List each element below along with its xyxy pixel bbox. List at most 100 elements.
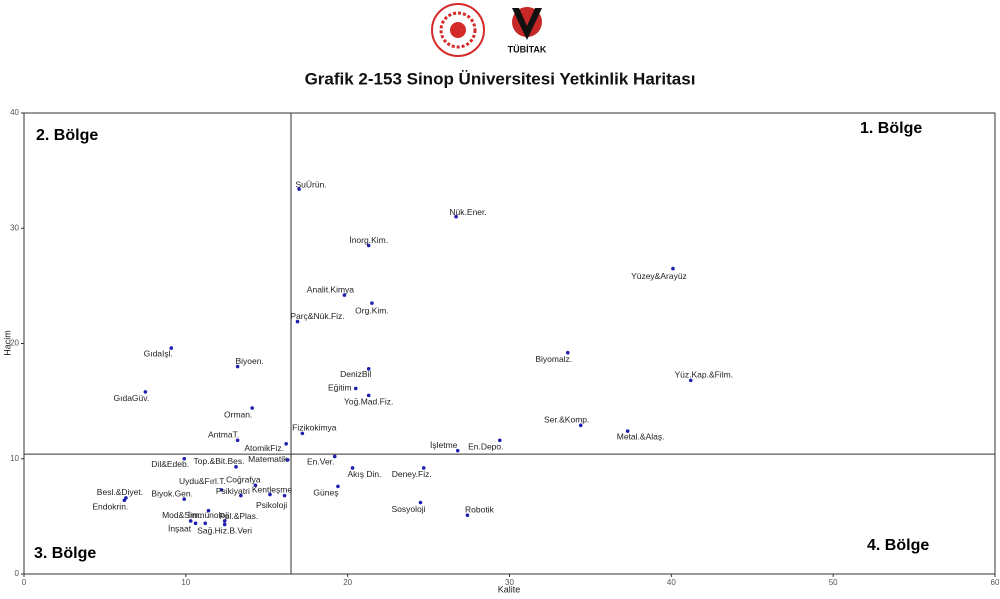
logo-ministry (431, 3, 485, 57)
x-tick-label: 10 (181, 578, 190, 587)
point (122, 498, 127, 503)
point (353, 386, 358, 391)
point (295, 319, 300, 324)
point-label: AntmaT. (208, 430, 239, 440)
point (336, 484, 340, 489)
y-axis-label: Hacim (2, 330, 12, 356)
point-label: Besl.&Diyet. (97, 487, 143, 497)
point-label: Biyoen. (235, 356, 263, 366)
point (497, 438, 502, 443)
point-label: Dil&Edeb. (151, 459, 189, 469)
point-label: Biyomalz. (535, 354, 572, 364)
point-label: İnşaat (168, 524, 192, 534)
point-label: DenizBil (340, 369, 371, 379)
point (688, 378, 693, 383)
x-tick-label: 20 (343, 578, 352, 587)
point-label: Pol.&Plas. (219, 511, 258, 521)
point-label: AtomikFiz. (244, 443, 284, 453)
point (454, 214, 458, 219)
point (234, 465, 238, 469)
point (203, 521, 208, 526)
point-label: Ser.&Komp. (544, 415, 589, 425)
logo-tubitak: TÜBİTAK (508, 7, 547, 54)
y-tick-label: 20 (10, 339, 19, 348)
point (188, 519, 193, 523)
point (143, 390, 148, 394)
point-label: Sağ.Hiz. (197, 526, 229, 536)
point-label: Mod&Sim. (162, 510, 201, 520)
point-label: En.Ver. (307, 457, 334, 467)
point (370, 301, 374, 305)
point (284, 441, 288, 446)
point-label: Sosyoloji (391, 504, 425, 514)
point (671, 266, 675, 271)
point (300, 431, 305, 436)
point-label: İşletme (430, 440, 458, 450)
point-label: Fizikokimya (292, 423, 337, 433)
point-label: İmmünoloji (188, 510, 229, 520)
point-label: B.Veri (229, 526, 252, 536)
point-label: Endokrin. (92, 501, 128, 511)
x-tick-label: 30 (505, 578, 514, 587)
point-label: En.Depo. (468, 442, 503, 452)
point-label: GıdaGüv. (114, 393, 150, 403)
point (465, 513, 470, 518)
point-label: Org.Kim. (355, 305, 389, 315)
point (332, 454, 337, 459)
point-label: Nük.Ener. (449, 207, 486, 217)
point (625, 429, 630, 433)
point (268, 492, 272, 497)
point-label: İnorg.Kim. (349, 235, 388, 245)
point-label: Yoğ.Mad.Fiz. (344, 397, 393, 407)
region-label: 1. Bölge (860, 120, 922, 137)
point-label: Akış Din. (348, 469, 382, 479)
point (182, 456, 187, 461)
y-tick-label: 0 (15, 569, 20, 578)
region-label: 2. Bölge (36, 127, 98, 144)
point (421, 466, 426, 470)
y-tick-label: 30 (10, 223, 19, 232)
chart-title: Grafik 2-153 Sinop Üniversitesi Yetkinli… (305, 69, 696, 88)
point (219, 488, 224, 492)
point-label: Analit.Kimya (307, 284, 355, 294)
plot-frame (23, 112, 996, 575)
point-label: Psikoloji (256, 500, 287, 510)
point (239, 493, 243, 498)
point (565, 350, 570, 355)
point-label: Parç&Nük.Fiz. (290, 311, 344, 321)
point (366, 243, 371, 248)
x-tick-label: 60 (991, 578, 1000, 587)
point (222, 519, 227, 523)
point (285, 458, 290, 462)
point-label: Orman. (224, 409, 252, 419)
region-label: 3. Bölge (34, 545, 96, 562)
point-label: Psikiyatri (216, 486, 250, 496)
point-label: Deney.Fiz. (392, 469, 432, 479)
point (455, 448, 460, 453)
point-label: Yüz.Kap.&Film. (674, 370, 733, 380)
point (350, 466, 355, 470)
region-label: 4. Bölge (867, 537, 929, 554)
point-label: Güneş (313, 488, 338, 498)
point (169, 346, 174, 350)
point (235, 438, 240, 443)
y-tick-label: 40 (10, 108, 19, 117)
point (366, 393, 371, 398)
y-tick-label: 10 (10, 454, 19, 463)
point (193, 521, 198, 526)
x-tick-label: 0 (22, 578, 27, 587)
point (578, 423, 583, 428)
point-label: Biyok.Gen. (151, 488, 193, 498)
point-label: Matematik (248, 454, 288, 464)
point (235, 364, 240, 369)
point (418, 500, 423, 505)
point (250, 406, 254, 410)
point (182, 497, 187, 501)
point-label: Metal.&Alaş. (617, 431, 665, 441)
point-label: Yüzey&Arayüz (631, 271, 687, 281)
x-tick-label: 50 (829, 578, 838, 587)
point-label: SuÜrün. (296, 179, 327, 189)
point (342, 293, 347, 297)
point-label: Coğrafya (226, 475, 261, 485)
